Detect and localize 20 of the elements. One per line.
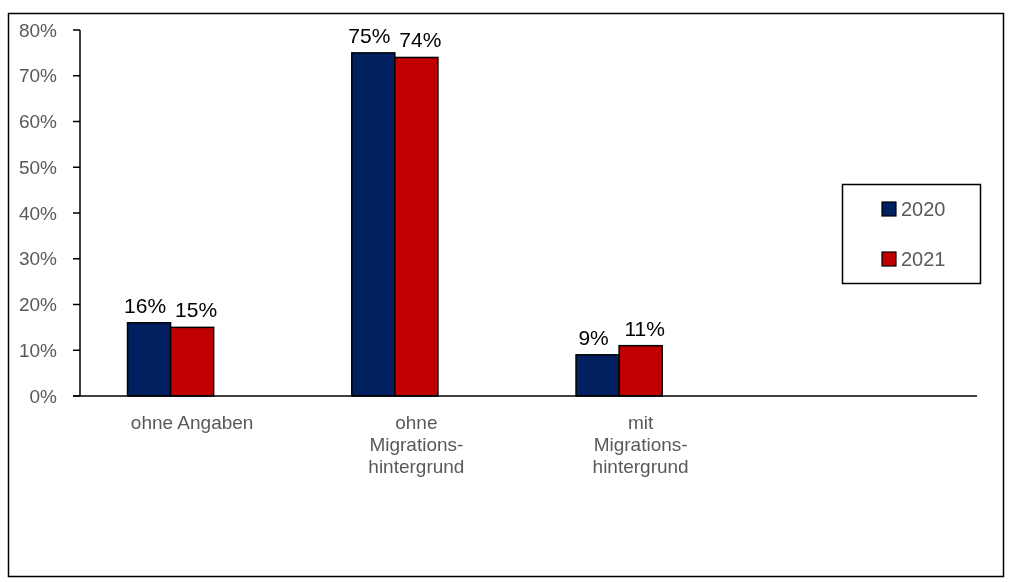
y-tick-label: 40%: [18, 202, 58, 224]
data-label: 15%: [175, 298, 218, 322]
data-label: 16%: [124, 293, 167, 317]
y-tick-label: 60%: [18, 111, 58, 132]
x-tick-label: ohne Angaben: [130, 412, 254, 433]
data-label: 75%: [348, 23, 391, 47]
y-tick-label: 0%: [29, 385, 58, 407]
y-tick-label: 80%: [18, 19, 58, 41]
y-tick-label: 20%: [18, 294, 58, 315]
x-tick-label: mit Migrations- hintergrund: [592, 412, 689, 477]
y-tick-label: 10%: [18, 339, 58, 361]
data-label: 11%: [624, 316, 665, 340]
y-tick-label: 50%: [18, 156, 58, 178]
legend-label: 2021: [901, 248, 946, 270]
x-tick-label: ohne Migrations- hintergrund: [368, 412, 465, 477]
data-label: 74%: [399, 28, 442, 52]
data-label: 9%: [578, 325, 609, 349]
y-tick-label: 70%: [18, 65, 58, 87]
legend-label: 2020: [901, 198, 946, 220]
y-tick-label: 30%: [18, 248, 58, 270]
